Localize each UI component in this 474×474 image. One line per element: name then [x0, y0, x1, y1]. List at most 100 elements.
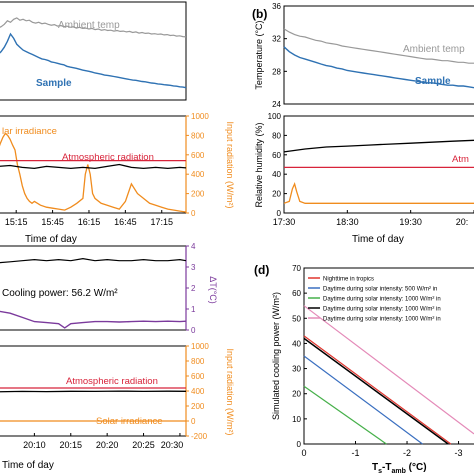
b-annotation-ambient-temp: Ambient temp [403, 44, 465, 55]
annotation-sample: Sample [36, 78, 72, 89]
b-bottom-ytick-label: 60 [272, 151, 281, 160]
c-cooling-power-line [0, 257, 187, 264]
c-xtick-label: 20:25 [132, 440, 155, 450]
b-top-ytick-label: 32 [272, 35, 281, 44]
b-bottom-ytick-label: 80 [272, 131, 281, 140]
a-bottom-xtick-label: 15:15 [5, 217, 28, 227]
d-xtick-label: -2 [403, 448, 411, 458]
c-top-ylabel: ΔT(°C) [208, 276, 218, 304]
c-top-ytick-label: 4 [191, 242, 196, 251]
b-xtick-label: 18:30 [336, 217, 359, 227]
d-xlabel-part: amb [391, 468, 405, 474]
b-top-ytick-label: 24 [272, 100, 281, 109]
c-top-ytick-label: 3 [191, 263, 196, 272]
c-sample-line [0, 390, 187, 393]
b-annotation-atm: Atm [452, 154, 469, 165]
d-xtick-label: -1 [352, 448, 360, 458]
panel-b-bottom-frame [283, 115, 474, 214]
d-xlabel-part: -T [382, 462, 391, 473]
d-legend-label: Daytime during solar intensity: 1000 W/m… [323, 317, 441, 323]
panel-d: (d) 0 10 20 30 40 50 60 70 0 -1 -2 -3 Simulated cooli… [254, 263, 474, 474]
d-xlabel-part: (°C) [406, 462, 427, 473]
a-bottom-ytick-label: 400 [191, 170, 205, 179]
b-top-ytick-label: 28 [272, 67, 281, 76]
d-ytick-label: 0 [297, 440, 302, 449]
c-bottom-ytick-label: 0 [191, 417, 196, 426]
panel-d-label: (d) [254, 263, 269, 277]
d-xlabel-part: s [378, 468, 382, 474]
b-xtick-label: 20: [456, 217, 469, 227]
panel-c-bottom: -200 0 200 400 600 800 1000 Input radiation (W/… [0, 342, 235, 471]
c-delta-t-line [0, 310, 187, 329]
b-humidity-line [283, 139, 474, 153]
annotation-cooling-power: Cooling power: 56.2 W/m² [2, 288, 118, 299]
panel-b-label: (b) [252, 7, 267, 21]
c-xtick-label: 20:20 [96, 440, 119, 450]
c-xlabel: Time of day [2, 460, 54, 471]
d-ytick-label: 20 [292, 390, 301, 399]
panel-a-top-frame [0, 1, 187, 101]
c-xtick-label: 20:15 [60, 440, 83, 450]
annotation-atmospheric-radiation: Atmospheric radiation [62, 152, 154, 163]
c-bottom-ytick-label: 1000 [191, 342, 209, 351]
d-ytick-label: 50 [292, 314, 301, 323]
d-series-line-1 [303, 335, 452, 445]
annotation-solar-irradiance: lar irradiance [2, 126, 57, 137]
a-bottom-xtick-label: 17:15 [150, 217, 173, 227]
b-bottom-ytick-label: 20 [272, 190, 281, 199]
b-bottom-ytick-label: 0 [277, 209, 282, 218]
b-top-ytick-label: 36 [272, 2, 281, 11]
c-top-ytick-label: 2 [191, 284, 196, 293]
solar-irradiance-line [0, 132, 187, 213]
b-bottom-ytick-label: 40 [272, 170, 281, 179]
d-series-line-3 [303, 385, 387, 445]
d-xtick-label: -3 [455, 448, 463, 458]
panel-b: (b) 24 28 32 36 Temperature (°C) Ambient temp S… [252, 2, 474, 245]
panel-a-top: Ambient temp Sample [0, 1, 187, 101]
a-bottom-xtick-label: 16:15 [78, 217, 101, 227]
b-bottom-ytick-label: 100 [268, 112, 282, 121]
a-bottom-ytick-label: 1000 [191, 112, 209, 121]
c-xtick-label: 20:10 [23, 440, 46, 450]
c-bottom-ytick-label: 600 [191, 372, 205, 381]
a-bottom-ytick-label: 200 [191, 190, 205, 199]
d-xlabel-part: T [372, 462, 378, 473]
d-legend-label: Daytime during solar intensity: 1000 W/m… [323, 307, 441, 313]
d-ylabel: Simulated cooling power (W/m²) [271, 292, 281, 420]
a-bottom-ytick-label: 800 [191, 131, 205, 140]
a-bottom-xtick-label: 15:45 [41, 217, 64, 227]
sample-temp-line [0, 32, 187, 89]
sample-radiation-line [0, 163, 187, 170]
b-xtick-label: 17:30 [273, 217, 296, 227]
a-bottom-xtick-label: 16:45 [114, 217, 137, 227]
b-sample-temp-line [283, 46, 474, 89]
d-xtick-label: 0 [301, 448, 306, 458]
d-legend-label: Daytime during solar intensity: 500 W/m²… [323, 287, 437, 293]
panel-b-top-frame [283, 5, 474, 105]
c-bottom-ytick-label: 800 [191, 357, 205, 366]
d-series-line-5 [303, 305, 474, 435]
a-bottom-ytick-label: 600 [191, 151, 205, 160]
ambient-temp-line [0, 17, 187, 38]
d-legend-label: Daytime during solar intensity: 1000 W/m… [323, 297, 441, 303]
b-xtick-label: 19:30 [399, 217, 422, 227]
c-top-ytick-label: 1 [191, 305, 196, 314]
b-solar-line [283, 181, 474, 204]
annotation-ambient-temp: Ambient temp [58, 20, 120, 31]
c-bottom-ytick-label: 200 [191, 402, 205, 411]
d-series-line-4 [303, 337, 449, 445]
a-bottom-ylabel: Input radiation (W/m²) [225, 121, 235, 208]
panel-c-top: 0 1 2 3 4 ΔT(°C) Cooling power: 56.2 W/m² [0, 242, 218, 335]
a-bottom-ytick-label: 0 [191, 209, 196, 218]
panel-a-bottom: 15:15 15:45 16:15 16:45 17:15 Time of day 0 200… [0, 112, 235, 245]
b-top-ylabel: Temperature (°C) [254, 20, 264, 89]
c-bottom-ylabel: Input radiation (W/m²) [225, 348, 235, 435]
c-top-ytick-label: 0 [191, 326, 196, 335]
d-ytick-label: 10 [292, 415, 301, 424]
c-xtick-label: 20:30 [161, 440, 184, 450]
d-ytick-label: 60 [292, 289, 301, 298]
c-annotation-atmospheric: Atmospheric radiation [66, 376, 158, 387]
d-series-line-2 [303, 355, 423, 445]
c-bottom-ytick-label: -200 [191, 432, 208, 441]
